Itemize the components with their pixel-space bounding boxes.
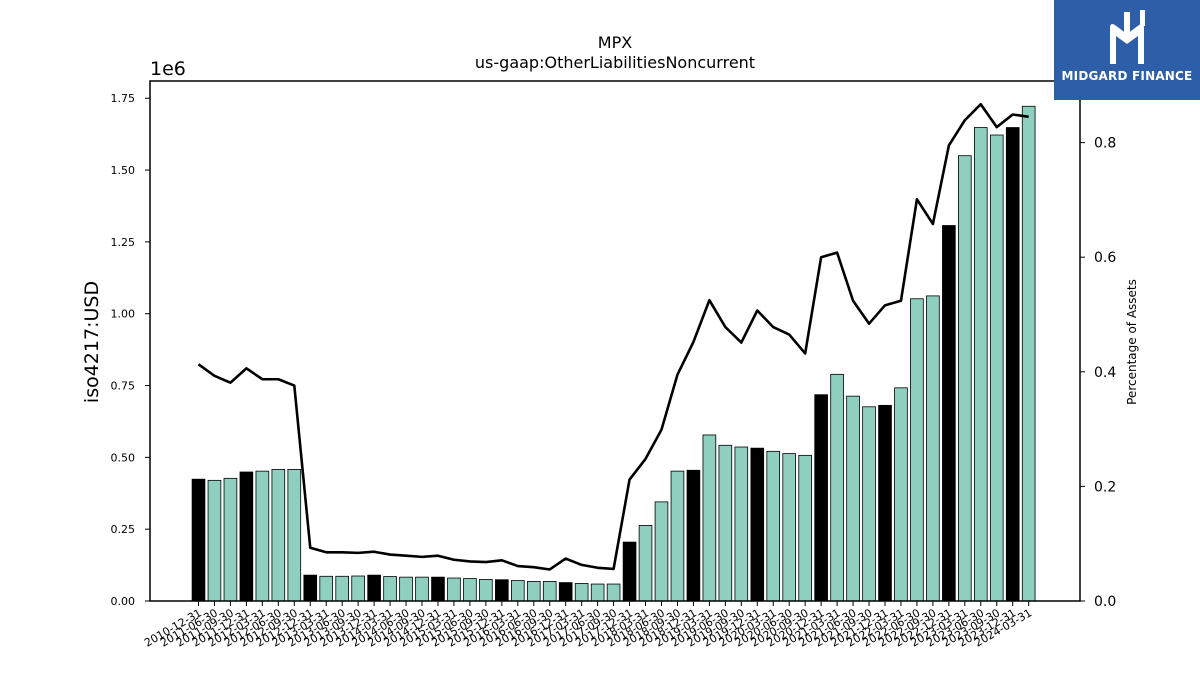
- bar-2020-12-31: [830, 373, 844, 602]
- y2-tick-label: 0.4: [1094, 365, 1116, 381]
- y-tick-label: 0.25: [111, 523, 136, 536]
- chart-title: MPX: [598, 33, 632, 52]
- bar-2023-03-31: [973, 127, 988, 602]
- bar-2016-03-31: [526, 581, 541, 602]
- bars-group: [191, 105, 1036, 602]
- bar-2022-12-31: [958, 155, 972, 602]
- bar-2022-03-31: [910, 298, 924, 602]
- y-tick-label: 0.50: [111, 451, 136, 464]
- bar-2023-06-30: [989, 134, 1004, 602]
- y-axis-right: 0.0 0.2 0.4 0.6 0.8: [1080, 136, 1116, 610]
- bar-2017-12-31: [638, 525, 653, 602]
- bar-2022-09-30: [942, 225, 956, 602]
- bar-2013-12-31: [383, 576, 397, 602]
- bar-2020-06-30: [798, 454, 812, 602]
- bar-2022-06-30: [926, 295, 940, 602]
- bar-2015-12-31: [510, 580, 525, 602]
- y-tick-label: 1.75: [111, 92, 136, 105]
- bar-2013-03-31: [335, 575, 349, 602]
- y-axis-left: 0.00 0.25 0.50 0.75 1.00 1.25 1.50 1.75: [111, 92, 150, 608]
- bar-2018-06-30: [670, 470, 685, 602]
- bar-2023-09-30: [1005, 127, 1020, 602]
- bar-2018-12-31: [702, 434, 717, 602]
- bar-2013-06-30: [351, 575, 365, 602]
- bar-2012-12-31: [319, 575, 334, 602]
- bar-2016-06-30: [542, 581, 557, 602]
- bar-2014-09-30: [431, 576, 445, 602]
- y2-tick-label: 0.6: [1094, 250, 1116, 266]
- y-tick-label: 1.50: [111, 164, 136, 177]
- bar-2014-12-31: [447, 577, 461, 602]
- y2-axis-label: Percentage of Assets: [1125, 279, 1139, 405]
- y2-tick-label: 0.8: [1094, 136, 1116, 152]
- bar-2018-09-30: [686, 469, 701, 602]
- bar-2015-03-31: [463, 578, 477, 602]
- line-group: [197, 102, 1029, 571]
- bar-2011-12-31: [255, 470, 270, 602]
- bar-2023-12-31: [1021, 105, 1036, 602]
- y-tick-label: 1.25: [111, 236, 136, 249]
- y-offset-label: 1e6: [150, 58, 186, 80]
- bar-2019-09-30: [750, 447, 765, 602]
- bar-2014-03-31: [399, 576, 413, 602]
- bar-2018-03-31: [654, 501, 669, 602]
- logo-text: MIDGARD FINANCE: [1061, 69, 1193, 83]
- bar-2019-12-31: [766, 450, 781, 602]
- y2-tick-label: 0.2: [1094, 479, 1116, 495]
- bar-2015-09-30: [495, 579, 509, 602]
- y2-tick-label: 0.0: [1094, 594, 1116, 610]
- bar-2017-09-30: [622, 541, 637, 602]
- y-tick-label: 0.00: [111, 595, 136, 608]
- bar-2011-06-30: [223, 477, 238, 602]
- bar-2021-03-31: [846, 395, 860, 602]
- bar-2016-09-30: [558, 582, 573, 602]
- chart-subtitle: us-gaap:OtherLiabilitiesNoncurrent: [475, 53, 755, 72]
- bar-2011-09-30: [239, 471, 254, 602]
- bar-2016-12-31: [574, 583, 589, 602]
- y-tick-label: 0.75: [111, 380, 136, 393]
- midgard-logo-icon: [1110, 10, 1145, 64]
- bar-2021-09-30: [878, 404, 892, 602]
- bar-2012-09-30: [303, 574, 318, 602]
- x-axis: 2010-12-312011-06-302011-09-302011-12-31…: [142, 601, 1034, 650]
- bar-2017-06-30: [606, 583, 621, 602]
- bar-2017-03-31: [590, 583, 605, 602]
- y-axis-label: iso4217:USD: [81, 281, 103, 403]
- percentage-of-assets-line: [197, 102, 1029, 571]
- y-tick-label: 1.00: [111, 308, 136, 321]
- bar-2020-09-30: [814, 394, 828, 602]
- bar-2021-06-30: [862, 406, 876, 602]
- bar-2019-06-30: [734, 446, 749, 602]
- bar-2019-03-31: [718, 444, 733, 602]
- bar-2010-12-31: [191, 478, 206, 602]
- bar-2015-06-30: [479, 579, 493, 602]
- bar-2013-09-30: [367, 574, 381, 602]
- bar-2011-03-31: [207, 479, 222, 602]
- bar-2020-03-31: [782, 453, 797, 602]
- bar-2021-12-31: [894, 387, 908, 602]
- brand-logo: MIDGARD FINANCE: [1054, 0, 1200, 100]
- plot-frame: [149, 80, 1081, 602]
- bar-2014-06-30: [415, 576, 429, 602]
- bar-2012-03-31: [271, 469, 286, 602]
- bar-2012-06-30: [287, 469, 302, 602]
